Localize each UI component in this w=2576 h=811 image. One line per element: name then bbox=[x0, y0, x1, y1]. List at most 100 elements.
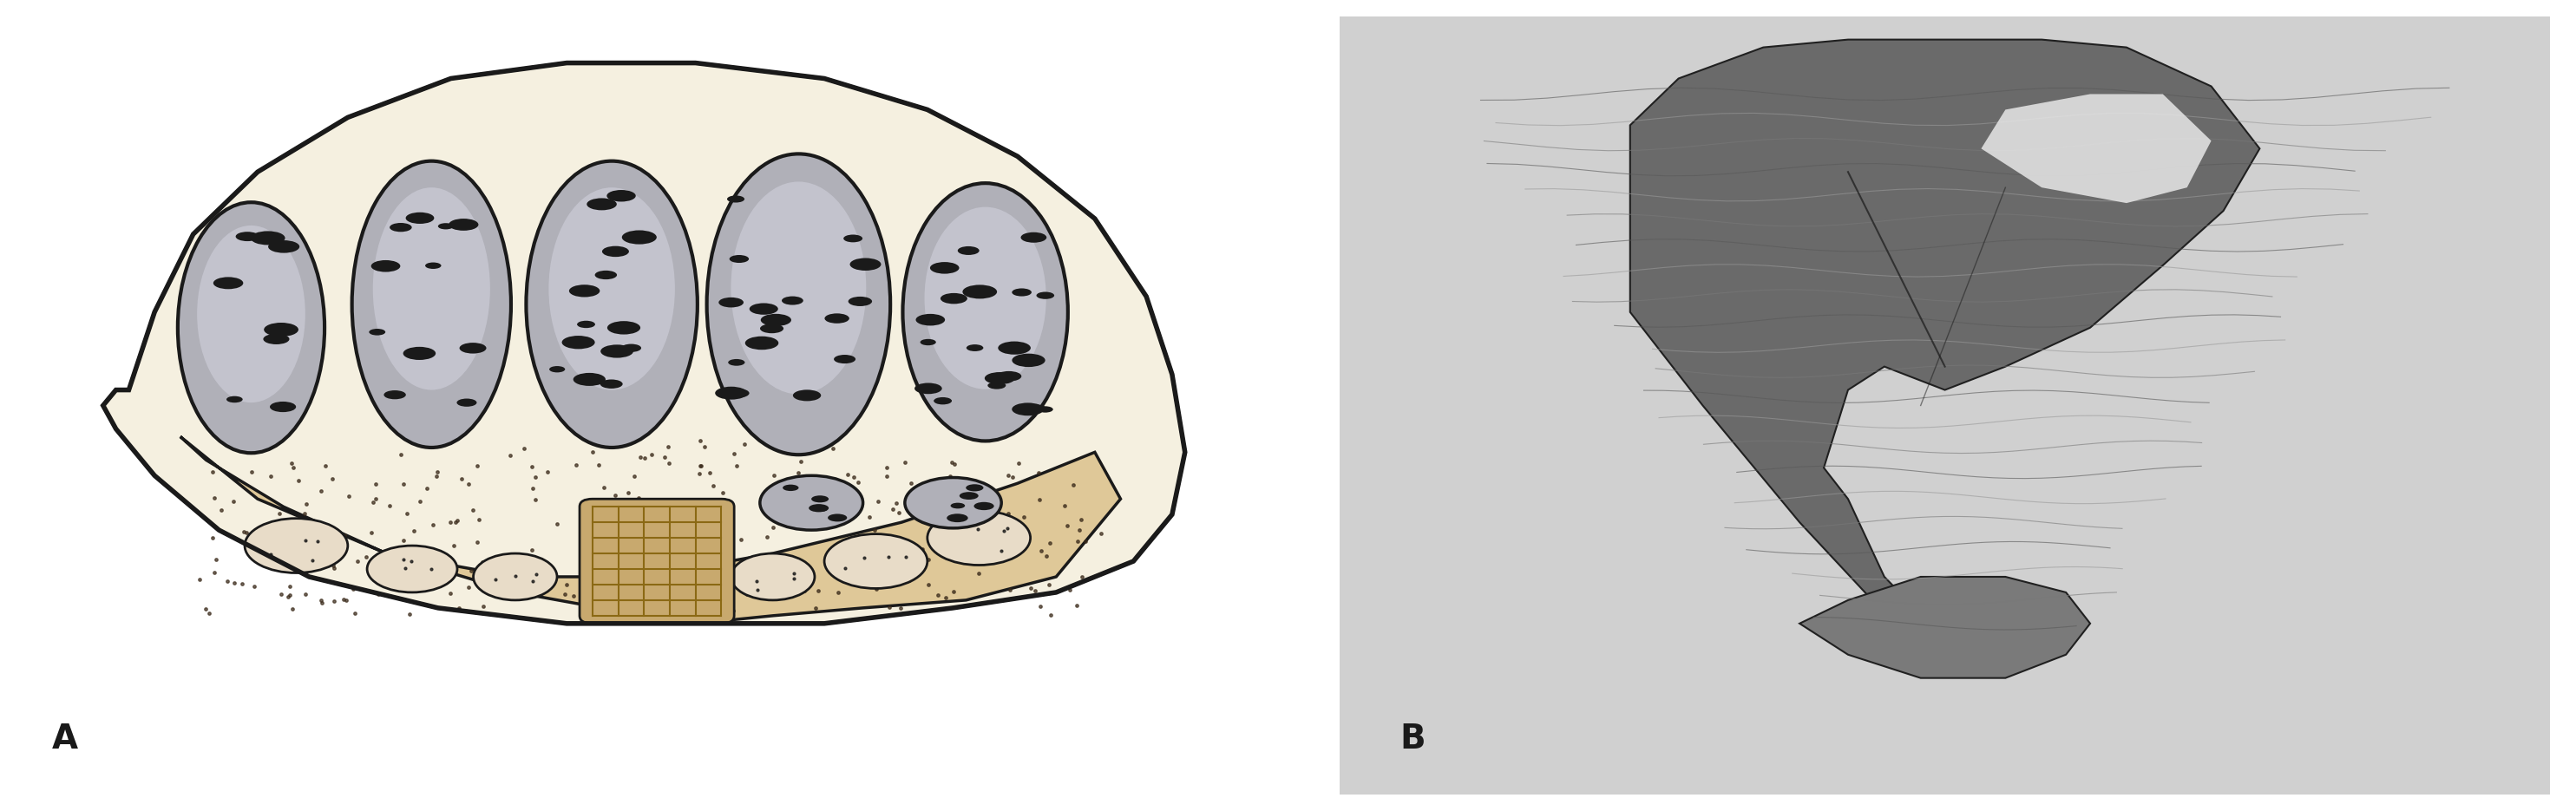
Ellipse shape bbox=[250, 231, 286, 245]
Ellipse shape bbox=[608, 321, 641, 334]
Point bbox=[933, 457, 974, 470]
Point bbox=[489, 448, 531, 461]
Point bbox=[649, 457, 690, 470]
Ellipse shape bbox=[577, 320, 595, 328]
Point bbox=[703, 487, 744, 500]
Point bbox=[796, 496, 837, 508]
Ellipse shape bbox=[438, 223, 453, 230]
Point bbox=[1056, 599, 1097, 612]
Ellipse shape bbox=[781, 296, 804, 305]
Ellipse shape bbox=[569, 285, 600, 297]
Point bbox=[301, 558, 343, 571]
Ellipse shape bbox=[997, 371, 1023, 381]
Ellipse shape bbox=[1036, 292, 1054, 299]
Point bbox=[706, 556, 747, 569]
Point bbox=[714, 447, 755, 460]
Point bbox=[572, 592, 613, 605]
Polygon shape bbox=[1981, 94, 2210, 203]
Ellipse shape bbox=[706, 154, 891, 455]
Point bbox=[562, 554, 603, 567]
Point bbox=[451, 564, 492, 577]
Point bbox=[750, 494, 791, 507]
Point bbox=[832, 470, 873, 483]
Point bbox=[353, 496, 394, 508]
Point bbox=[185, 603, 227, 616]
Ellipse shape bbox=[848, 297, 873, 307]
Point bbox=[855, 582, 896, 595]
Point bbox=[392, 555, 433, 568]
Ellipse shape bbox=[384, 390, 407, 399]
Point bbox=[1043, 499, 1084, 512]
Point bbox=[724, 438, 765, 451]
Ellipse shape bbox=[809, 504, 829, 512]
Ellipse shape bbox=[608, 190, 636, 202]
Point bbox=[345, 551, 386, 564]
Point bbox=[737, 584, 778, 597]
Text: B: B bbox=[1401, 723, 1425, 756]
Point bbox=[580, 544, 621, 557]
Ellipse shape bbox=[827, 514, 848, 521]
Point bbox=[925, 591, 966, 604]
Point bbox=[927, 509, 969, 522]
Ellipse shape bbox=[549, 366, 564, 372]
Point bbox=[1020, 545, 1061, 558]
Point bbox=[680, 560, 721, 573]
Point bbox=[407, 483, 448, 496]
Point bbox=[989, 583, 1030, 596]
Point bbox=[350, 526, 392, 539]
Point bbox=[250, 547, 291, 560]
Point bbox=[474, 559, 515, 572]
Point bbox=[842, 551, 884, 564]
Ellipse shape bbox=[940, 293, 969, 304]
Point bbox=[781, 455, 822, 468]
Ellipse shape bbox=[227, 396, 242, 403]
Point bbox=[201, 504, 242, 517]
Point bbox=[989, 469, 1030, 482]
Ellipse shape bbox=[850, 258, 881, 271]
Ellipse shape bbox=[374, 187, 489, 390]
Ellipse shape bbox=[966, 484, 984, 491]
Point bbox=[696, 600, 737, 613]
Point bbox=[533, 568, 574, 581]
Point bbox=[180, 573, 222, 586]
Point bbox=[719, 559, 760, 572]
Point bbox=[1018, 466, 1059, 479]
Point bbox=[394, 525, 435, 538]
Ellipse shape bbox=[951, 503, 966, 508]
Ellipse shape bbox=[263, 334, 289, 345]
Point bbox=[314, 561, 355, 574]
Point bbox=[438, 602, 479, 615]
Point bbox=[778, 444, 819, 457]
Ellipse shape bbox=[402, 347, 435, 360]
Point bbox=[368, 499, 410, 512]
Ellipse shape bbox=[997, 341, 1030, 354]
Ellipse shape bbox=[729, 255, 750, 263]
Point bbox=[909, 578, 951, 591]
Point bbox=[355, 478, 397, 491]
Point bbox=[513, 460, 554, 473]
Point bbox=[647, 440, 688, 453]
Point bbox=[260, 588, 301, 601]
Point bbox=[917, 588, 958, 601]
Point bbox=[866, 470, 907, 483]
Point bbox=[268, 590, 309, 603]
Point bbox=[502, 442, 544, 455]
Ellipse shape bbox=[1028, 405, 1046, 412]
Point bbox=[1030, 608, 1072, 621]
Point bbox=[1005, 510, 1046, 523]
Point bbox=[806, 483, 848, 496]
Point bbox=[853, 524, 894, 537]
Ellipse shape bbox=[268, 240, 299, 253]
Ellipse shape bbox=[963, 285, 997, 298]
Point bbox=[889, 573, 930, 586]
Ellipse shape bbox=[814, 506, 827, 512]
Ellipse shape bbox=[966, 345, 984, 351]
Point bbox=[495, 569, 536, 582]
Point bbox=[809, 560, 850, 573]
Point bbox=[258, 507, 299, 520]
Ellipse shape bbox=[726, 195, 744, 203]
Point bbox=[786, 440, 827, 453]
Point bbox=[1030, 537, 1072, 550]
Point bbox=[448, 581, 489, 594]
Point bbox=[384, 553, 425, 566]
